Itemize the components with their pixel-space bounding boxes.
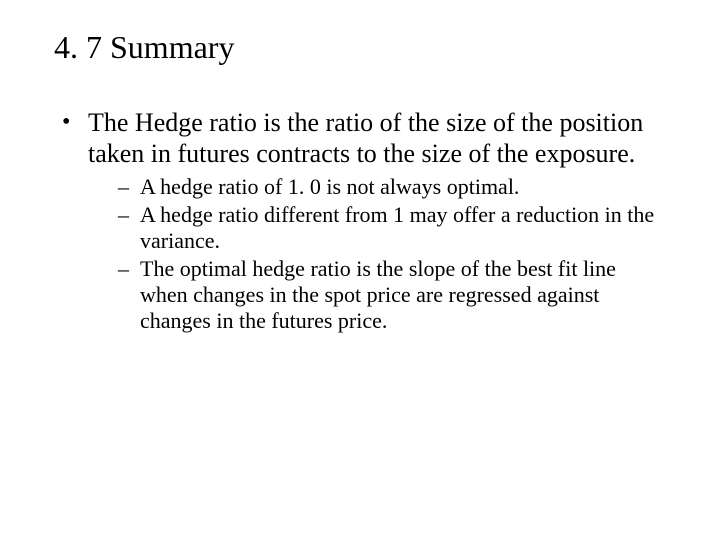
sub-bullet-text: A hedge ratio different from 1 may offer… <box>140 202 654 253</box>
bullet-text: The Hedge ratio is the ratio of the size… <box>88 108 643 168</box>
sub-bullet-item: The optimal hedge ratio is the slope of … <box>118 256 666 334</box>
sub-bullet-item: A hedge ratio different from 1 may offer… <box>118 202 666 254</box>
sub-bullet-text: A hedge ratio of 1. 0 is not always opti… <box>140 174 519 199</box>
bullet-list-level1: The Hedge ratio is the ratio of the size… <box>60 108 666 333</box>
sub-bullet-text: The optimal hedge ratio is the slope of … <box>140 256 616 333</box>
slide-title: 4. 7 Summary <box>54 28 666 66</box>
bullet-item: The Hedge ratio is the ratio of the size… <box>60 108 666 333</box>
sub-bullet-item: A hedge ratio of 1. 0 is not always opti… <box>118 174 666 200</box>
bullet-list-level2: A hedge ratio of 1. 0 is not always opti… <box>118 174 666 334</box>
slide: 4. 7 Summary The Hedge ratio is the rati… <box>0 0 720 540</box>
